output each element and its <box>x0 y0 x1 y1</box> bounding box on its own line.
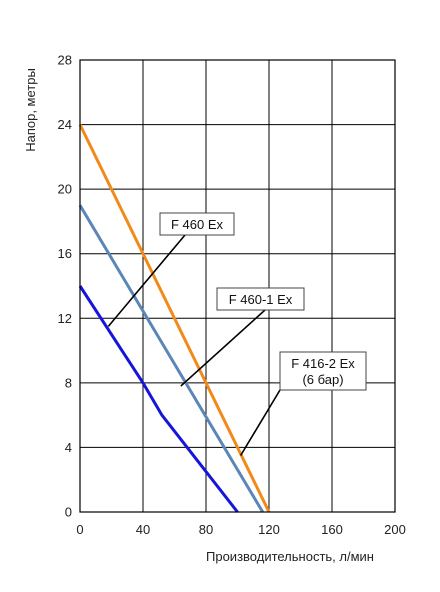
y-tick-label: 8 <box>65 375 72 390</box>
y-tick-labels: 0 4 8 12 16 20 24 28 <box>58 53 72 520</box>
annotations: F 460 Ex F 460-1 Ex F 416-2 Ex(6 бар) <box>107 212 367 456</box>
series-line-3 <box>78 285 239 513</box>
x-tick-label: 200 <box>384 522 406 537</box>
series-group <box>78 123 271 513</box>
plot-background <box>80 60 395 512</box>
series-line-1 <box>78 123 271 513</box>
x-axis-label: Производительность, л/мин <box>206 549 374 564</box>
y-tick-label: 28 <box>58 53 72 68</box>
x-tick-label: 80 <box>199 522 213 537</box>
x-tick-label: 40 <box>136 522 150 537</box>
x-tick-labels: 0 40 80 120 160 200 <box>76 522 405 537</box>
annotation-box <box>159 212 235 236</box>
annotation-label: (6 бар) <box>302 372 343 387</box>
annotation-leader-line <box>107 234 186 327</box>
y-tick-label: 12 <box>58 311 72 326</box>
x-tick-label: 120 <box>258 522 280 537</box>
x-tick-label: 160 <box>321 522 343 537</box>
y-tick-label: 4 <box>65 440 72 455</box>
annotation-box <box>216 287 305 311</box>
y-tick-label: 20 <box>58 182 72 197</box>
annotation-label: F 416-2 Ex <box>291 356 355 371</box>
annotation-leader-line <box>180 309 266 387</box>
y-tick-label: 24 <box>58 117 72 132</box>
plot-frame <box>79 59 396 513</box>
y-tick-label: 0 <box>65 505 72 520</box>
annotation-label: F 460 Ex <box>171 217 224 232</box>
y-axis-label: Напор, метры <box>23 68 38 152</box>
x-tick-label: 0 <box>76 522 83 537</box>
y-tick-label: 16 <box>58 246 72 261</box>
series-line-2 <box>78 204 264 513</box>
annotation-label: F 460-1 Ex <box>229 292 293 307</box>
annotation-leader-line <box>239 389 281 456</box>
annotation-box <box>279 351 367 391</box>
